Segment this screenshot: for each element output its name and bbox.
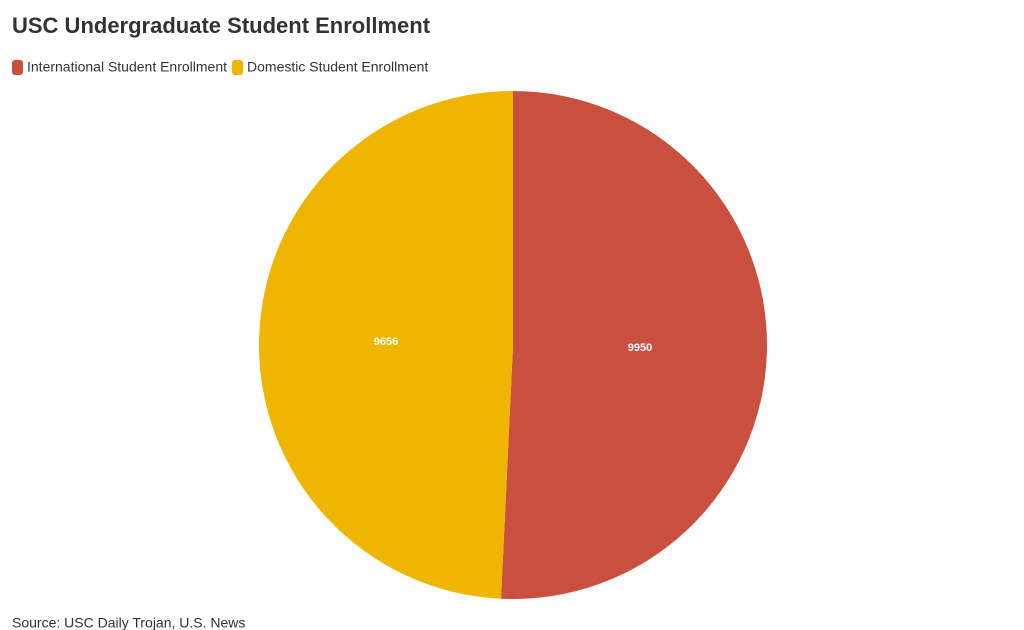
chart-title: USC Undergraduate Student Enrollment (12, 13, 431, 38)
pie-slice (501, 91, 768, 600)
slice-label: 9656 (374, 336, 398, 348)
pie-slice (259, 91, 513, 599)
legend-label: International Student Enrollment (27, 59, 227, 75)
slice-label: 9950 (628, 342, 652, 354)
source-note: Source: USC Daily Trojan, U.S. News (12, 615, 245, 630)
legend-swatch (12, 60, 23, 75)
legend-swatch (232, 60, 244, 75)
legend-label: Domestic Student Enrollment (247, 59, 428, 75)
